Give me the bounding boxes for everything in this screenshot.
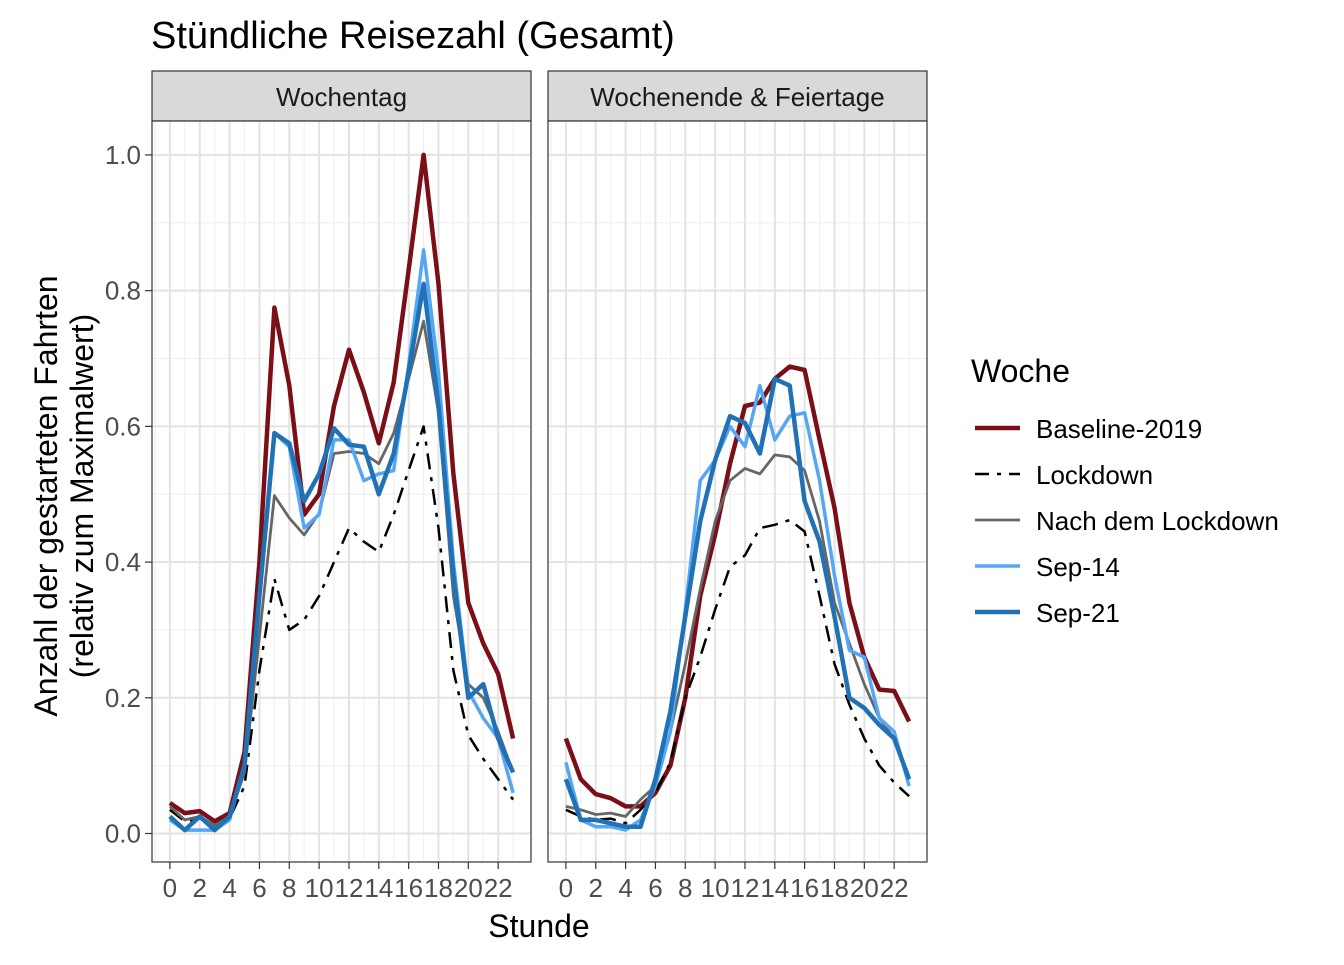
y-tick-label: 0.8	[105, 276, 141, 306]
facet-strip	[151, 70, 532, 122]
y-tick-label: 1.0	[105, 140, 141, 170]
x-tick-label: 10	[701, 873, 730, 903]
y-tick-label: 0.2	[105, 683, 141, 713]
legend: Woche Baseline-2019 Lockdown Nach dem Lock…	[971, 353, 1279, 628]
x-tick-label: 6	[252, 873, 266, 903]
x-tick-label: 4	[222, 873, 236, 903]
legend-entry-label: Lockdown	[1036, 460, 1153, 490]
panel-border	[151, 120, 532, 863]
x-tick-label: 10	[305, 873, 334, 903]
panel-2: Wochenende & Feiertage 0 2 4 6 8 10 12 14 16 18 20 2…	[547, 70, 928, 903]
x-tick-label: 14	[760, 873, 789, 903]
x-tick-label: 8	[678, 873, 692, 903]
facet-strip-label: Wochentag	[276, 82, 407, 112]
x-tick-label: 16	[790, 873, 819, 903]
series-line-sep-14	[564, 383, 911, 832]
legend-title: Woche	[971, 353, 1070, 389]
facet-strip-label: Wochenende & Feiertage	[590, 82, 884, 112]
x-tick-label: 20	[454, 873, 483, 903]
y-tick-label: 0.0	[105, 819, 141, 849]
legend-entry-label: Sep-21	[1036, 598, 1120, 628]
panel-border	[547, 120, 928, 863]
x-tick-label: 22	[484, 873, 513, 903]
x-tick-label: 12	[730, 873, 759, 903]
chart-title: Stündliche Reisezahl (Gesamt)	[151, 15, 675, 57]
x-tick-label: 14	[364, 873, 393, 903]
panel-1: Wochentag 0 2 4 6 8 10 12 14 16 18 20 22 0.0 0.2 0.4 0.6…	[105, 70, 532, 903]
x-tick-label: 18	[424, 873, 453, 903]
y-tick-label: 0.4	[105, 547, 141, 577]
x-tick-label: 2	[193, 873, 207, 903]
y-axis-label-line1: Anzahl der gestarteten Fahrten	[28, 275, 64, 716]
x-tick-label: 6	[648, 873, 662, 903]
legend-entry-label: Nach dem Lockdown	[1036, 506, 1279, 536]
panel-background	[152, 121, 531, 862]
series-line-baseline-2019	[168, 152, 516, 824]
legend-entry-label: Baseline-2019	[1036, 414, 1202, 444]
x-tick-label: 8	[282, 873, 296, 903]
y-axis-label: Anzahl der gestarteten Fahrten (relativ …	[28, 275, 100, 716]
series-line-sep-21	[168, 281, 516, 833]
x-tick-label: 16	[394, 873, 423, 903]
x-tick-label: 0	[163, 873, 177, 903]
x-tick-label: 2	[589, 873, 603, 903]
x-tick-label: 4	[618, 873, 632, 903]
x-tick-label: 12	[334, 873, 363, 903]
x-tick-label: 20	[850, 873, 879, 903]
x-tick-label: 22	[880, 873, 909, 903]
series-line-lockdown	[169, 425, 515, 827]
x-axis-label: Stunde	[488, 908, 589, 944]
x-tick-label: 18	[820, 873, 849, 903]
y-axis-label-line2: (relativ zum Maximalwert)	[64, 314, 100, 678]
x-tick-label: 0	[559, 873, 573, 903]
legend-entry-label: Sep-14	[1036, 552, 1120, 582]
y-tick-label: 0.6	[105, 411, 141, 441]
series-line-sep-21	[563, 376, 912, 829]
